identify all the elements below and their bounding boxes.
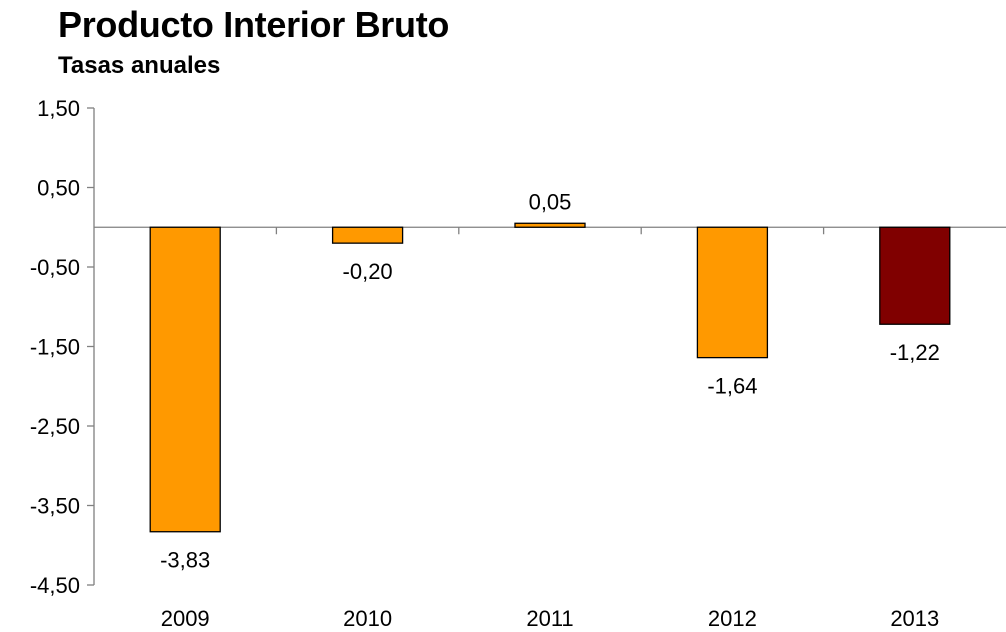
chart-title: Producto Interior Bruto bbox=[58, 4, 450, 45]
data-label-2009: -3,83 bbox=[160, 548, 210, 573]
x-tick-label-2010: 2010 bbox=[343, 606, 392, 631]
y-tick-label: -1,50 bbox=[30, 335, 80, 360]
data-label-2013: -1,22 bbox=[890, 340, 940, 365]
data-label-2012: -1,64 bbox=[707, 374, 757, 399]
x-tick-label-2013: 2013 bbox=[890, 606, 939, 631]
x-tick-label-2011: 2011 bbox=[526, 606, 573, 631]
chart-bars bbox=[149, 222, 951, 533]
y-tick-label: -0,50 bbox=[30, 255, 80, 280]
y-tick-label: -4,50 bbox=[30, 573, 80, 598]
chart-axes bbox=[87, 107, 1006, 586]
data-label-2010: -0,20 bbox=[343, 259, 393, 284]
y-tick-label: -2,50 bbox=[30, 414, 80, 439]
chart-labels: 1,50 0,50 -0,50 -1,50 -2,50 -3,50 -4,50 -3,83 20… bbox=[30, 96, 940, 631]
data-label-2011: 0,05 bbox=[529, 189, 572, 214]
y-tick-label: 1,50 bbox=[37, 96, 80, 121]
bar-2010 bbox=[331, 226, 404, 244]
bar-2013 bbox=[879, 226, 951, 325]
chart-subtitle: Tasas anuales bbox=[58, 52, 221, 79]
bar-2011 bbox=[514, 222, 586, 228]
y-tick-label: 0,50 bbox=[37, 176, 80, 201]
y-tick-label: -3,50 bbox=[30, 494, 80, 519]
x-tick-label-2009: 2009 bbox=[161, 606, 210, 631]
x-tick-label-2012: 2012 bbox=[708, 606, 757, 631]
bar-2012 bbox=[696, 226, 769, 359]
bar-2009 bbox=[149, 226, 221, 533]
